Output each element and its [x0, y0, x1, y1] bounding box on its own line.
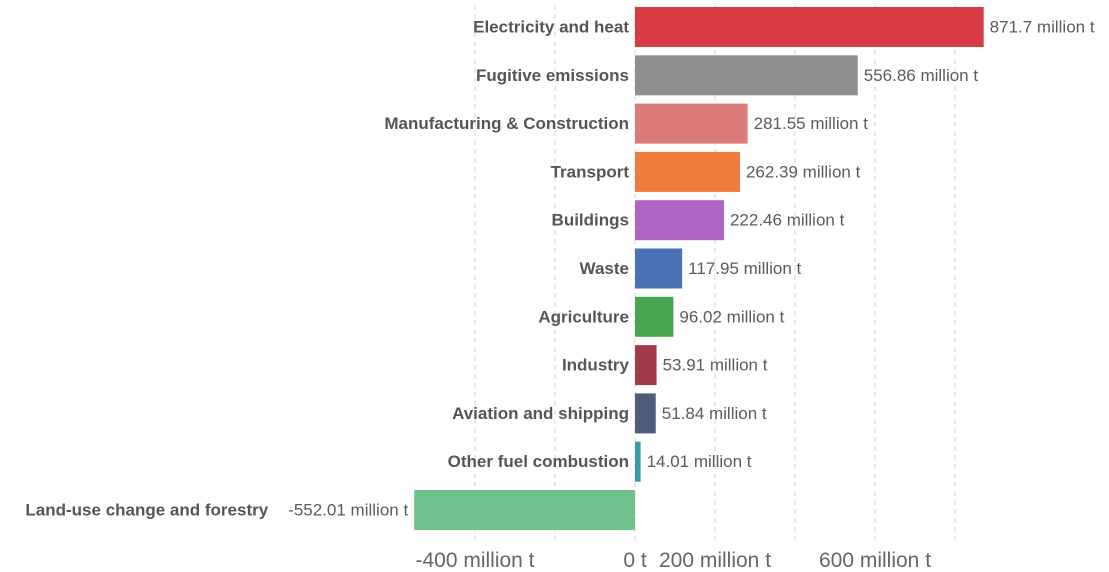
bar	[635, 345, 657, 386]
value-label: 53.91 million t	[663, 356, 768, 375]
bar	[635, 296, 674, 337]
bar	[635, 441, 641, 482]
category-label: Other fuel combustion	[448, 452, 629, 471]
category-label: Aviation and shipping	[452, 404, 629, 423]
value-label: 51.84 million t	[662, 404, 767, 423]
x-tick-label: 200 million t	[659, 549, 771, 572]
value-label: 96.02 million t	[679, 307, 784, 326]
bar	[635, 248, 683, 289]
x-tick-label: -400 million t	[415, 549, 534, 572]
bars	[414, 7, 984, 530]
labels: Electricity and heat 871.7 million t Fugit…	[25, 18, 1094, 520]
bar	[414, 490, 635, 530]
value-label: 117.95 million t	[688, 259, 801, 278]
category-label: Electricity and heat	[473, 18, 629, 37]
bar	[635, 55, 858, 96]
bar	[635, 393, 656, 434]
x-tick-label: 0 t	[623, 549, 647, 572]
x-axis-ticks: -400 million t 0 t 200 million t 600 millio…	[415, 549, 931, 572]
bar	[635, 151, 740, 192]
bar	[635, 200, 724, 241]
value-label: 871.7 million t	[990, 18, 1095, 37]
value-label: 262.39 million t	[746, 162, 861, 181]
category-label: Agriculture	[538, 307, 629, 326]
category-label: Fugitive emissions	[476, 66, 629, 85]
value-label: 222.46 million t	[730, 211, 845, 230]
category-label: Waste	[580, 259, 629, 278]
bar	[635, 7, 984, 47]
value-label: 14.01 million t	[647, 452, 752, 471]
category-label: Manufacturing & Construction	[384, 114, 629, 133]
x-tick-label: 600 million t	[819, 549, 931, 572]
category-label: Transport	[551, 162, 630, 181]
category-label: Buildings	[552, 211, 629, 230]
value-label: 556.86 million t	[864, 66, 979, 85]
category-label: Industry	[562, 356, 630, 375]
value-label: 281.55 million t	[754, 114, 869, 133]
value-label: -552.01 million t	[288, 501, 408, 520]
category-label: Land-use change and forestry	[25, 501, 268, 520]
bar	[635, 103, 748, 144]
